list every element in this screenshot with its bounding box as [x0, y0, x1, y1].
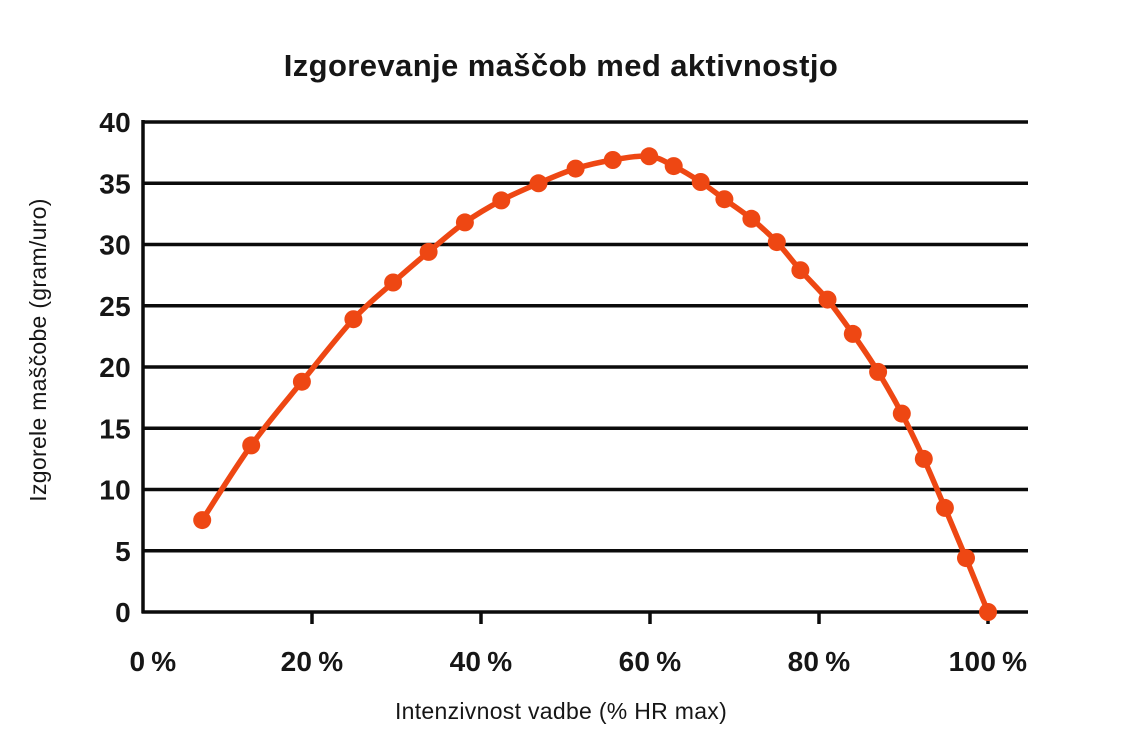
x-tick-label-60: 60 %: [619, 646, 682, 677]
data-point-0: [193, 511, 212, 530]
data-point-20: [869, 362, 888, 381]
y-tick-label-20: 20: [99, 352, 131, 383]
x-tick-labels: 0 % 20 % 40 % 60 % 80 % 100 %: [130, 646, 1028, 677]
data-point-12: [664, 157, 683, 176]
gridlines: [141, 120, 1028, 614]
data-point-15: [742, 209, 761, 228]
data-point-21: [892, 404, 911, 423]
chart-title: Izgorevanje maščob med aktivnostjo: [284, 48, 839, 83]
y-tick-label-5: 5: [115, 536, 131, 567]
y-tick-label-30: 30: [99, 230, 131, 261]
data-point-7: [492, 191, 511, 210]
y-tick-label-0: 0: [115, 597, 131, 628]
x-tick-marks: [310, 613, 990, 624]
data-point-2: [292, 372, 311, 391]
x-axis-label: Intenzivnost vadbe (% HR max): [395, 698, 727, 724]
data-point-8: [529, 174, 548, 193]
data-point-14: [715, 190, 734, 209]
data-point-10: [603, 151, 622, 169]
data-point-13: [691, 173, 710, 191]
y-tick-label-10: 10: [99, 475, 131, 506]
data-point-1: [242, 436, 261, 455]
data-point-23: [935, 498, 954, 517]
fat-burn-curve: [199, 153, 991, 615]
data-points: [193, 147, 997, 621]
data-point-11: [640, 147, 659, 166]
data-point-24: [957, 549, 975, 568]
y-tick-label-15: 15: [99, 413, 131, 444]
data-point-22: [914, 449, 933, 468]
y-tick-label-40: 40: [99, 107, 131, 138]
data-point-17: [791, 261, 810, 280]
data-point-5: [419, 242, 438, 261]
x-tick-label-0: 0 %: [130, 646, 177, 677]
data-point-3: [344, 310, 363, 329]
y-tick-label-35: 35: [99, 168, 131, 199]
data-point-4: [384, 273, 403, 292]
y-tick-labels: 0 5 10 15 20 25 30 35 40: [99, 107, 131, 628]
data-point-18: [818, 290, 837, 309]
x-tick-label-20: 20 %: [281, 646, 344, 677]
data-point-16: [767, 233, 786, 252]
x-tick-label-80: 80 %: [788, 646, 851, 677]
y-axis-label: Izgorele maščobe (gram/uro): [25, 198, 51, 501]
x-tick-label-100: 100 %: [949, 646, 1028, 677]
data-point-9: [566, 159, 585, 178]
data-point-19: [843, 324, 862, 343]
y-tick-label-25: 25: [99, 291, 131, 322]
x-tick-label-40: 40 %: [450, 646, 513, 677]
data-point-25: [979, 603, 997, 621]
data-point-6: [455, 213, 474, 232]
